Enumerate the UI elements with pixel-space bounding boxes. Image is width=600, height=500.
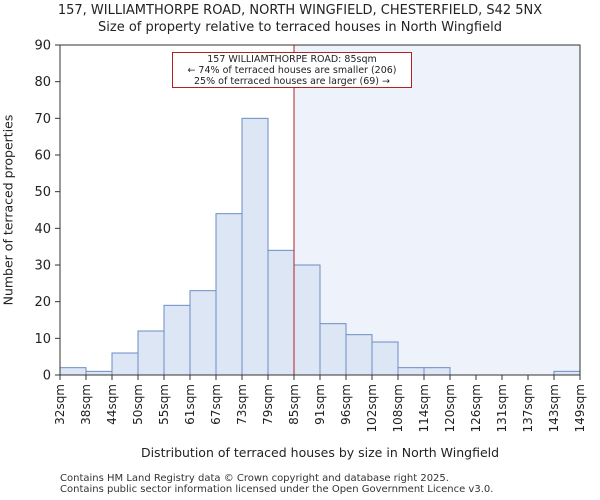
x-tick-label-79sqm: 79sqm: [261, 384, 275, 425]
x-tick-label-108sqm: 108sqm: [391, 384, 405, 432]
chart-title: 157, WILLIAMTHORPE ROAD, NORTH WINGFIELD…: [57, 3, 543, 18]
y-tick-label-70: 70: [34, 112, 51, 127]
highlight-region: [294, 45, 580, 375]
y-tick-label-0: 0: [43, 369, 51, 384]
x-tick-label-32sqm: 32sqm: [53, 384, 67, 425]
bars-group: [59, 117, 581, 376]
chart-subtitle: Size of property relative to terraced ho…: [98, 20, 502, 35]
x-tick-label-149sqm: 149sqm: [573, 384, 587, 432]
x-tick-label-55sqm: 55sqm: [157, 384, 171, 425]
bar-91sqm: [319, 323, 347, 376]
x-tick-label-143sqm: 143sqm: [547, 384, 561, 432]
bar-108sqm: [397, 367, 425, 376]
bar-61sqm: [189, 290, 217, 376]
bar-55sqm: [163, 304, 191, 376]
x-tick-label-126sqm: 126sqm: [469, 384, 483, 432]
bar-85sqm: [293, 264, 321, 376]
bar-114sqm: [423, 367, 451, 376]
annotation-box: 157 WILLIAMTHORPE ROAD: 85sqm ← 74% of t…: [172, 52, 412, 88]
y-tick-label-30: 30: [34, 259, 51, 274]
x-tick-label-67sqm: 67sqm: [209, 384, 223, 425]
bar-102sqm: [371, 341, 399, 376]
annotation-line-3: 25% of terraced houses are larger (69) →: [194, 76, 390, 87]
annotation-line-2: ← 74% of terraced houses are smaller (20…: [187, 65, 397, 76]
bar-67sqm: [215, 213, 243, 376]
x-tick-label-50sqm: 50sqm: [131, 384, 145, 425]
x-tick-label-114sqm: 114sqm: [417, 384, 431, 432]
x-tick-label-85sqm: 85sqm: [287, 384, 301, 425]
annotation-line-1: 157 WILLIAMTHORPE ROAD: 85sqm: [207, 54, 377, 65]
y-tick-label-90: 90: [34, 39, 51, 54]
x-tick-label-96sqm: 96sqm: [339, 384, 353, 425]
x-tick-label-61sqm: 61sqm: [183, 384, 197, 425]
x-tick-label-44sqm: 44sqm: [105, 384, 119, 425]
axes-group: 0 10 20 30 40 50 60 70 80 90 32sqm 38sqm 44sqm 50sqm 5…: [34, 39, 587, 433]
x-tick-label-120sqm: 120sqm: [443, 384, 457, 432]
footer-line-2: Contains public sector information licen…: [60, 484, 494, 495]
x-tick-label-38sqm: 38sqm: [79, 384, 93, 425]
y-tick-label-60: 60: [34, 149, 51, 164]
x-tick-label-73sqm: 73sqm: [235, 384, 249, 425]
bar-50sqm: [137, 330, 165, 376]
bar-143sqm: [553, 370, 581, 376]
bar-96sqm: [345, 334, 373, 376]
y-axis-label: Number of terraced properties: [0, 114, 16, 306]
y-tick-label-50: 50: [34, 185, 51, 200]
bar-44sqm: [111, 352, 139, 376]
x-tick-label-131sqm: 131sqm: [495, 384, 509, 432]
x-tick-label-91sqm: 91sqm: [313, 384, 327, 425]
x-axis-label: Distribution of terraced houses by size …: [140, 445, 500, 460]
y-tick-label-20: 20: [34, 295, 51, 310]
bar-32sqm: [59, 367, 87, 376]
bar-38sqm: [85, 370, 113, 376]
x-tick-label-102sqm: 102sqm: [365, 384, 379, 432]
x-tick-label-137sqm: 137sqm: [521, 384, 535, 432]
y-tick-label-10: 10: [34, 332, 51, 347]
y-tick-label-40: 40: [34, 222, 51, 237]
y-tick-label-80: 80: [34, 75, 51, 90]
bar-79sqm: [267, 249, 295, 376]
footer-line-1: Contains HM Land Registry data © Crown c…: [60, 473, 449, 484]
bar-73sqm: [241, 117, 269, 376]
